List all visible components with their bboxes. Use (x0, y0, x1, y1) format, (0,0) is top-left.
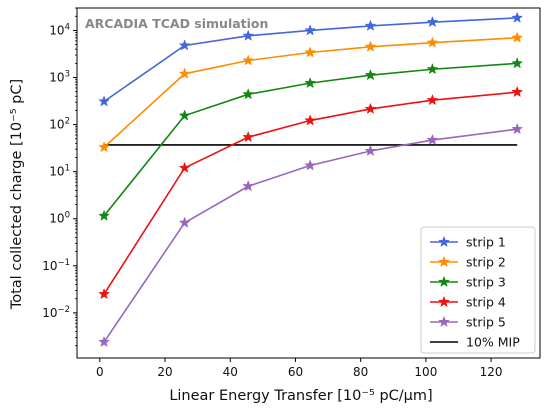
x-axis-label: Linear Energy Transfer [10⁻⁵ pC/μm] (169, 388, 432, 404)
data-point-strip-4 (304, 114, 317, 126)
data-point-strip-1 (426, 15, 439, 28)
y-axis-label: Total collected charge [10⁻⁵ pC] (9, 79, 25, 310)
x-tick-label: 20 (157, 365, 172, 379)
data-point-strip-5 (98, 335, 110, 348)
y-tick-label: 10−1 (42, 258, 70, 273)
y-tick-label: 103 (49, 70, 70, 85)
y-tick-label: 101 (49, 164, 70, 179)
data-point-strip-4 (364, 102, 377, 114)
data-point-strip-2 (242, 54, 255, 66)
legend-marker (438, 235, 450, 248)
x-tick-label: 100 (414, 365, 437, 379)
plot-area: 0 20 40 60 80 100 120 10−2 10−1 100 101 102 103 104 AR… (42, 7, 541, 379)
data-point-strip-1 (178, 39, 191, 51)
data-point-strip-5 (511, 122, 524, 135)
legend-label: strip 3 (466, 275, 506, 290)
data-point-strip-3 (178, 109, 191, 121)
x-tick-label: 40 (223, 365, 238, 379)
data-point-strip-2 (426, 36, 439, 48)
x-tick-label: 0 (96, 365, 104, 379)
data-point-strip-5 (426, 133, 439, 146)
x-tick-label: 120 (480, 365, 503, 379)
data-point-strip-4 (242, 130, 255, 143)
legend-label: 10% MIP (466, 335, 520, 350)
data-point-strip-1 (98, 95, 110, 107)
data-point-strip-5 (304, 159, 317, 171)
x-tick-label: 60 (288, 365, 303, 379)
legend-label: strip 1 (466, 235, 506, 250)
data-point-strip-4 (426, 93, 439, 106)
data-point-strip-5 (178, 216, 191, 228)
legend-marker (438, 315, 450, 328)
data-point-strip-1 (511, 11, 524, 23)
data-point-strip-1 (242, 29, 255, 41)
data-point-strip-4 (511, 85, 524, 98)
data-point-strip-2 (98, 141, 110, 153)
data-point-strip-5 (242, 180, 255, 192)
data-point-strip-4 (98, 287, 110, 300)
data-point-strip-3 (304, 76, 317, 89)
data-point-strip-2 (178, 67, 191, 79)
legend-label: strip 4 (466, 295, 506, 310)
legend-marker (438, 275, 450, 288)
y-tick-label: 102 (49, 117, 70, 132)
y-tick-label: 10−2 (42, 305, 70, 320)
data-point-strip-1 (364, 19, 377, 31)
data-point-strip-3 (98, 209, 110, 221)
data-point-strip-3 (364, 68, 377, 81)
y-tick-label: 100 (49, 211, 70, 226)
data-point-strip-1 (304, 24, 317, 36)
data-point-strip-5 (364, 144, 377, 157)
legend-label: strip 5 (466, 315, 506, 330)
legend-label: strip 2 (466, 255, 506, 270)
data-point-strip-3 (426, 63, 439, 75)
data-point-strip-3 (242, 88, 255, 100)
legend-marker (438, 255, 450, 268)
data-point-strip-4 (178, 161, 191, 173)
data-point-strip-2 (304, 46, 317, 58)
y-tick-label: 104 (49, 22, 70, 37)
plot-frame (76, 7, 541, 359)
x-tick-label: 80 (353, 365, 368, 379)
chart-annotation: ARCADIA TCAD simulation (85, 16, 268, 31)
data-point-strip-2 (364, 40, 377, 52)
legend: strip 1 strip 2 strip 3 strip 4 strip 5 10% M… (420, 226, 536, 354)
data-point-strip-2 (511, 31, 524, 43)
data-point-strip-3 (511, 57, 524, 69)
legend-marker (438, 295, 450, 308)
